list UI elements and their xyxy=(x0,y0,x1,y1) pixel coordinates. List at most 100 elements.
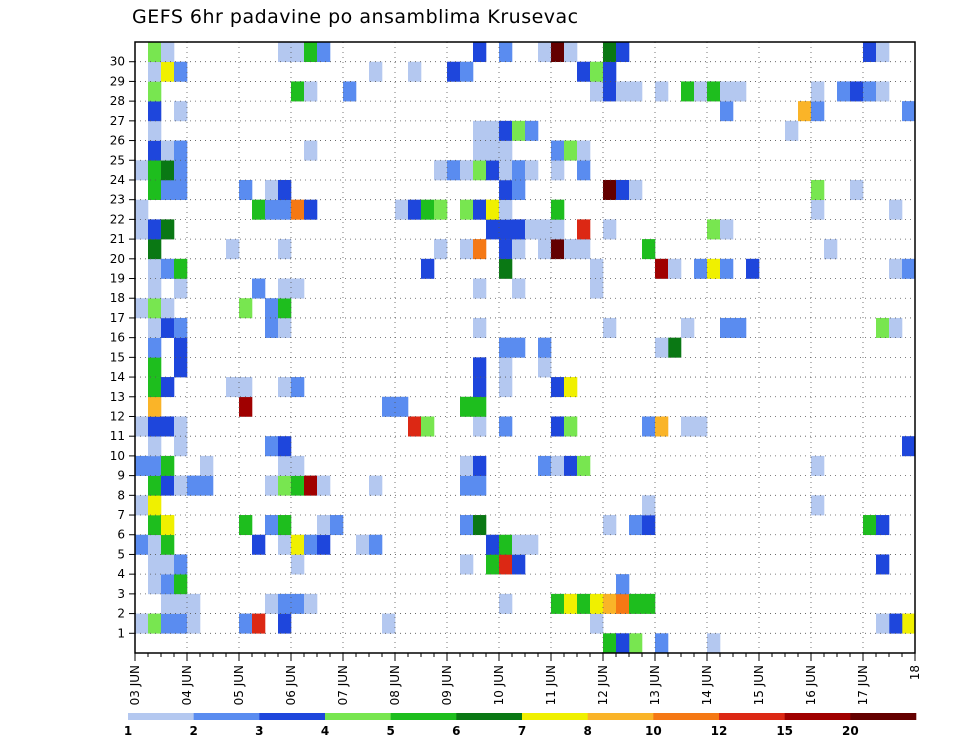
heatmap-cell xyxy=(590,258,604,279)
heatmap-cell xyxy=(148,515,162,536)
heatmap-cell xyxy=(694,258,708,279)
legend-swatch xyxy=(784,713,851,720)
heatmap-cell xyxy=(538,42,552,63)
heatmap-cell xyxy=(499,42,513,63)
heatmap-cell xyxy=(317,475,331,496)
heatmap-cell xyxy=(148,278,162,299)
heatmap-cell xyxy=(434,199,448,220)
heatmap-cell xyxy=(564,140,578,161)
x-tick-label: 04 JUN xyxy=(180,665,194,705)
heatmap-cell xyxy=(174,337,188,358)
heatmap-cell xyxy=(512,554,526,575)
heatmap-cell xyxy=(473,42,487,63)
heatmap-cell xyxy=(148,554,162,575)
heatmap-cell xyxy=(460,455,474,476)
heatmap-cell xyxy=(278,436,292,457)
heatmap-cell xyxy=(278,593,292,614)
heatmap-cell xyxy=(473,515,487,536)
heatmap-cell xyxy=(343,81,357,102)
heatmap-cell xyxy=(304,199,318,220)
heatmap-cell xyxy=(551,239,565,260)
heatmap-cell xyxy=(902,258,916,279)
heatmap-cell xyxy=(265,475,279,496)
heatmap-cell xyxy=(668,258,682,279)
heatmap-cell xyxy=(148,613,162,634)
heatmap-cell xyxy=(356,534,370,555)
heatmap-cell xyxy=(499,258,513,279)
heatmap-cell xyxy=(148,475,162,496)
heatmap-cell xyxy=(499,120,513,141)
heatmap-cell xyxy=(408,416,422,437)
heatmap-cell xyxy=(421,199,435,220)
heatmap-cell xyxy=(174,436,188,457)
heatmap-cell xyxy=(148,42,162,63)
heatmap-cell xyxy=(655,416,669,437)
heatmap-cell xyxy=(304,475,318,496)
y-tick-label: 21 xyxy=(110,232,125,246)
heatmap-cell xyxy=(187,613,201,634)
y-tick-label: 19 xyxy=(110,272,125,286)
heatmap-cell xyxy=(473,239,487,260)
heatmap-cell xyxy=(148,317,162,338)
heatmap-cell xyxy=(564,377,578,398)
heatmap-cell xyxy=(148,337,162,358)
heatmap-cell xyxy=(174,101,188,122)
heatmap-cell xyxy=(538,219,552,240)
heatmap-cell xyxy=(239,515,253,536)
heatmap-cell xyxy=(148,81,162,102)
heatmap-cell xyxy=(395,396,409,417)
heatmap-cell xyxy=(694,81,708,102)
heatmap-cell xyxy=(616,42,630,63)
heatmap-cell xyxy=(811,81,825,102)
heatmap-cell xyxy=(551,416,565,437)
heatmap-cell xyxy=(876,317,890,338)
heatmap-cell xyxy=(499,593,513,614)
heatmap-cell xyxy=(148,120,162,141)
heatmap-cell xyxy=(265,317,279,338)
y-tick-label: 28 xyxy=(110,94,125,108)
heatmap-cell xyxy=(603,317,617,338)
y-tick-label: 26 xyxy=(110,134,125,148)
heatmap-cell xyxy=(499,357,513,378)
heatmap-cell xyxy=(512,534,526,555)
heatmap-cell xyxy=(265,199,279,220)
heatmap-cell xyxy=(161,258,175,279)
heatmap-cell xyxy=(278,613,292,634)
heatmap-cell xyxy=(161,219,175,240)
heatmap-cell xyxy=(629,633,643,654)
y-tick-label: 8 xyxy=(117,488,125,502)
heatmap-cell xyxy=(512,179,526,200)
heatmap-cell xyxy=(746,258,760,279)
legend-swatch xyxy=(850,713,917,720)
heatmap-cell xyxy=(161,61,175,82)
x-tick-label: 08 JUN xyxy=(388,665,402,705)
heatmap-cell xyxy=(278,377,292,398)
heatmap-cell xyxy=(551,219,565,240)
heatmap-cell xyxy=(278,179,292,200)
heatmap-cell xyxy=(252,534,266,555)
y-axis-ticks: 1234567891011121314151617181920212223242… xyxy=(110,55,135,640)
heatmap-cell xyxy=(876,613,890,634)
heatmap-cell xyxy=(733,81,747,102)
heatmap-cell xyxy=(174,258,188,279)
heatmap-cell xyxy=(499,160,513,181)
heatmap-cell xyxy=(577,61,591,82)
heatmap-cell xyxy=(603,515,617,536)
heatmap-cell xyxy=(525,219,539,240)
legend-label: 15 xyxy=(776,724,793,738)
heatmap-cell xyxy=(499,239,513,260)
heatmap-cell xyxy=(161,160,175,181)
y-tick-label: 4 xyxy=(117,567,125,581)
heatmap-cell xyxy=(395,199,409,220)
heatmap-cell xyxy=(616,179,630,200)
heatmap-cell xyxy=(850,81,864,102)
heatmap-cell xyxy=(161,455,175,476)
heatmap-cell xyxy=(148,298,162,319)
y-tick-label: 16 xyxy=(110,331,125,345)
heatmap-cell xyxy=(161,140,175,161)
heatmap-cell xyxy=(148,61,162,82)
heatmap-cell xyxy=(473,120,487,141)
heatmap-cell xyxy=(369,534,383,555)
heatmap-cell xyxy=(551,455,565,476)
y-tick-label: 17 xyxy=(110,311,125,325)
